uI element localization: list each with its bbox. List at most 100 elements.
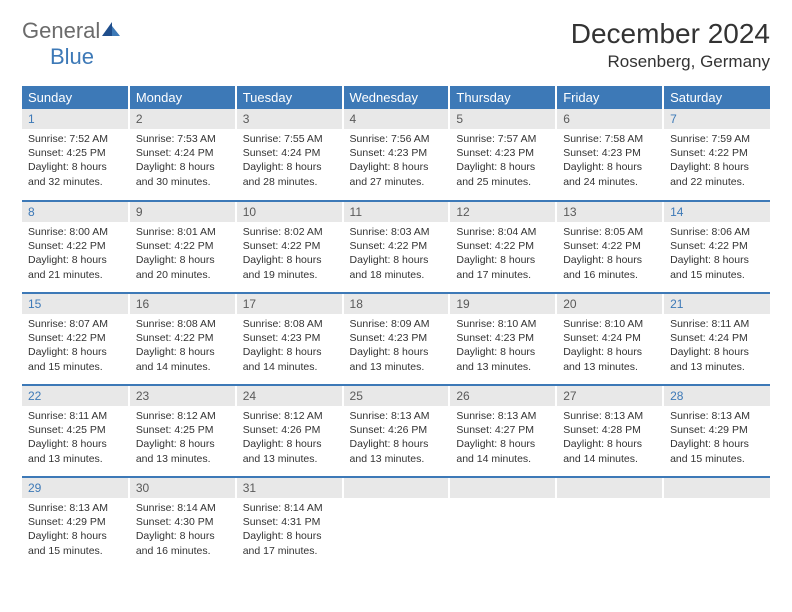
calendar-cell: 3Sunrise: 7:55 AMSunset: 4:24 PMDaylight… bbox=[236, 109, 343, 201]
day-number: 27 bbox=[557, 386, 662, 406]
calendar-cell: 14Sunrise: 8:06 AMSunset: 4:22 PMDayligh… bbox=[663, 201, 770, 293]
day-content: Sunrise: 8:13 AMSunset: 4:28 PMDaylight:… bbox=[557, 406, 662, 472]
calendar-row: 8Sunrise: 8:00 AMSunset: 4:22 PMDaylight… bbox=[22, 201, 770, 293]
day-number: 6 bbox=[557, 109, 662, 129]
calendar-cell bbox=[343, 477, 450, 569]
day-content: Sunrise: 8:05 AMSunset: 4:22 PMDaylight:… bbox=[557, 222, 662, 288]
day-number-empty bbox=[344, 478, 449, 498]
calendar-cell: 12Sunrise: 8:04 AMSunset: 4:22 PMDayligh… bbox=[449, 201, 556, 293]
day-content: Sunrise: 8:11 AMSunset: 4:24 PMDaylight:… bbox=[664, 314, 770, 380]
header: General Blue December 2024 Rosenberg, Ge… bbox=[22, 18, 770, 72]
calendar-row: 22Sunrise: 8:11 AMSunset: 4:25 PMDayligh… bbox=[22, 385, 770, 477]
calendar-cell: 6Sunrise: 7:58 AMSunset: 4:23 PMDaylight… bbox=[556, 109, 663, 201]
calendar-row: 29Sunrise: 8:13 AMSunset: 4:29 PMDayligh… bbox=[22, 477, 770, 569]
calendar-cell bbox=[449, 477, 556, 569]
month-title: December 2024 bbox=[571, 18, 770, 50]
day-number: 22 bbox=[22, 386, 128, 406]
calendar-cell: 10Sunrise: 8:02 AMSunset: 4:22 PMDayligh… bbox=[236, 201, 343, 293]
day-number: 12 bbox=[450, 202, 555, 222]
day-number: 15 bbox=[22, 294, 128, 314]
logo-word-1: General bbox=[22, 18, 100, 43]
calendar-cell: 22Sunrise: 8:11 AMSunset: 4:25 PMDayligh… bbox=[22, 385, 129, 477]
day-content: Sunrise: 8:01 AMSunset: 4:22 PMDaylight:… bbox=[130, 222, 235, 288]
calendar-cell: 5Sunrise: 7:57 AMSunset: 4:23 PMDaylight… bbox=[449, 109, 556, 201]
day-content: Sunrise: 8:00 AMSunset: 4:22 PMDaylight:… bbox=[22, 222, 128, 288]
day-content: Sunrise: 8:10 AMSunset: 4:24 PMDaylight:… bbox=[557, 314, 662, 380]
day-number: 9 bbox=[130, 202, 235, 222]
calendar-row: 15Sunrise: 8:07 AMSunset: 4:22 PMDayligh… bbox=[22, 293, 770, 385]
day-number: 21 bbox=[664, 294, 770, 314]
day-number: 23 bbox=[130, 386, 235, 406]
day-content: Sunrise: 8:08 AMSunset: 4:23 PMDaylight:… bbox=[237, 314, 342, 380]
day-content: Sunrise: 8:13 AMSunset: 4:29 PMDaylight:… bbox=[664, 406, 770, 472]
day-content: Sunrise: 8:13 AMSunset: 4:26 PMDaylight:… bbox=[344, 406, 449, 472]
day-number: 13 bbox=[557, 202, 662, 222]
calendar-header-cell: Monday bbox=[129, 86, 236, 109]
calendar-cell: 2Sunrise: 7:53 AMSunset: 4:24 PMDaylight… bbox=[129, 109, 236, 201]
calendar-cell bbox=[556, 477, 663, 569]
day-content: Sunrise: 8:09 AMSunset: 4:23 PMDaylight:… bbox=[344, 314, 449, 380]
day-number: 11 bbox=[344, 202, 449, 222]
calendar-cell: 8Sunrise: 8:00 AMSunset: 4:22 PMDaylight… bbox=[22, 201, 129, 293]
day-content: Sunrise: 7:55 AMSunset: 4:24 PMDaylight:… bbox=[237, 129, 342, 195]
day-number: 1 bbox=[22, 109, 128, 129]
day-number: 5 bbox=[450, 109, 555, 129]
day-number: 2 bbox=[130, 109, 235, 129]
day-content: Sunrise: 8:13 AMSunset: 4:27 PMDaylight:… bbox=[450, 406, 555, 472]
logo-mark-icon bbox=[100, 20, 122, 38]
day-number: 30 bbox=[130, 478, 235, 498]
calendar-cell: 17Sunrise: 8:08 AMSunset: 4:23 PMDayligh… bbox=[236, 293, 343, 385]
calendar-cell: 9Sunrise: 8:01 AMSunset: 4:22 PMDaylight… bbox=[129, 201, 236, 293]
day-content: Sunrise: 8:07 AMSunset: 4:22 PMDaylight:… bbox=[22, 314, 128, 380]
calendar-header-cell: Thursday bbox=[449, 86, 556, 109]
day-content: Sunrise: 7:53 AMSunset: 4:24 PMDaylight:… bbox=[130, 129, 235, 195]
calendar-cell: 25Sunrise: 8:13 AMSunset: 4:26 PMDayligh… bbox=[343, 385, 450, 477]
calendar-cell: 31Sunrise: 8:14 AMSunset: 4:31 PMDayligh… bbox=[236, 477, 343, 569]
logo-text: General Blue bbox=[22, 18, 122, 70]
day-content: Sunrise: 8:03 AMSunset: 4:22 PMDaylight:… bbox=[344, 222, 449, 288]
day-content: Sunrise: 7:56 AMSunset: 4:23 PMDaylight:… bbox=[344, 129, 449, 195]
day-content: Sunrise: 8:14 AMSunset: 4:31 PMDaylight:… bbox=[237, 498, 342, 564]
calendar-header-cell: Sunday bbox=[22, 86, 129, 109]
calendar-cell: 1Sunrise: 7:52 AMSunset: 4:25 PMDaylight… bbox=[22, 109, 129, 201]
calendar-body: 1Sunrise: 7:52 AMSunset: 4:25 PMDaylight… bbox=[22, 109, 770, 569]
calendar-header-cell: Friday bbox=[556, 86, 663, 109]
calendar-cell: 27Sunrise: 8:13 AMSunset: 4:28 PMDayligh… bbox=[556, 385, 663, 477]
calendar-cell: 30Sunrise: 8:14 AMSunset: 4:30 PMDayligh… bbox=[129, 477, 236, 569]
day-number: 4 bbox=[344, 109, 449, 129]
day-content: Sunrise: 8:08 AMSunset: 4:22 PMDaylight:… bbox=[130, 314, 235, 380]
calendar-cell: 18Sunrise: 8:09 AMSunset: 4:23 PMDayligh… bbox=[343, 293, 450, 385]
calendar-cell: 24Sunrise: 8:12 AMSunset: 4:26 PMDayligh… bbox=[236, 385, 343, 477]
day-content: Sunrise: 7:58 AMSunset: 4:23 PMDaylight:… bbox=[557, 129, 662, 195]
day-number: 8 bbox=[22, 202, 128, 222]
calendar-cell: 11Sunrise: 8:03 AMSunset: 4:22 PMDayligh… bbox=[343, 201, 450, 293]
logo-word-2: Blue bbox=[50, 44, 94, 70]
day-content: Sunrise: 8:12 AMSunset: 4:25 PMDaylight:… bbox=[130, 406, 235, 472]
calendar-header-row: SundayMondayTuesdayWednesdayThursdayFrid… bbox=[22, 86, 770, 109]
day-number: 16 bbox=[130, 294, 235, 314]
day-content: Sunrise: 8:10 AMSunset: 4:23 PMDaylight:… bbox=[450, 314, 555, 380]
calendar-cell: 7Sunrise: 7:59 AMSunset: 4:22 PMDaylight… bbox=[663, 109, 770, 201]
day-number: 17 bbox=[237, 294, 342, 314]
day-number-empty bbox=[664, 478, 770, 498]
day-number: 28 bbox=[664, 386, 770, 406]
day-number: 25 bbox=[344, 386, 449, 406]
day-number-empty bbox=[450, 478, 555, 498]
calendar-header-cell: Wednesday bbox=[343, 86, 450, 109]
day-number: 10 bbox=[237, 202, 342, 222]
day-content: Sunrise: 7:59 AMSunset: 4:22 PMDaylight:… bbox=[664, 129, 770, 195]
day-number-empty bbox=[557, 478, 662, 498]
day-content: Sunrise: 7:57 AMSunset: 4:23 PMDaylight:… bbox=[450, 129, 555, 195]
day-content: Sunrise: 8:12 AMSunset: 4:26 PMDaylight:… bbox=[237, 406, 342, 472]
day-number: 26 bbox=[450, 386, 555, 406]
calendar-cell: 21Sunrise: 8:11 AMSunset: 4:24 PMDayligh… bbox=[663, 293, 770, 385]
calendar-cell: 20Sunrise: 8:10 AMSunset: 4:24 PMDayligh… bbox=[556, 293, 663, 385]
day-number: 18 bbox=[344, 294, 449, 314]
day-content: Sunrise: 8:02 AMSunset: 4:22 PMDaylight:… bbox=[237, 222, 342, 288]
calendar-cell: 15Sunrise: 8:07 AMSunset: 4:22 PMDayligh… bbox=[22, 293, 129, 385]
calendar-cell: 13Sunrise: 8:05 AMSunset: 4:22 PMDayligh… bbox=[556, 201, 663, 293]
day-number: 20 bbox=[557, 294, 662, 314]
day-number: 19 bbox=[450, 294, 555, 314]
calendar-header-cell: Tuesday bbox=[236, 86, 343, 109]
day-content: Sunrise: 8:06 AMSunset: 4:22 PMDaylight:… bbox=[664, 222, 770, 288]
